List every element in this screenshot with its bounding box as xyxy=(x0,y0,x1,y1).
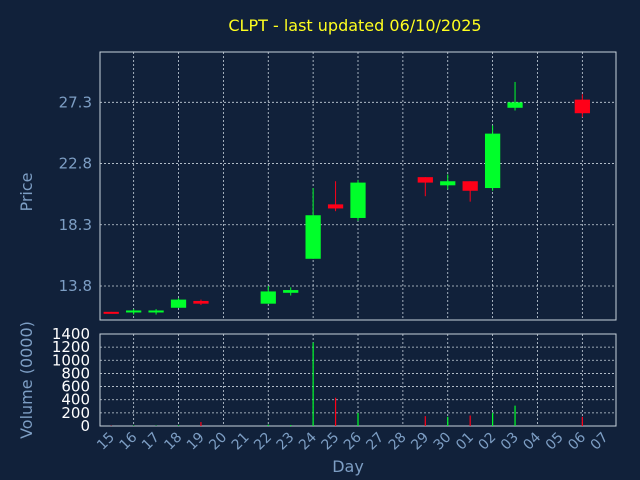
candle-body xyxy=(283,290,299,293)
volume-tick-label: 0 xyxy=(80,417,90,435)
price-tick-label: 18.3 xyxy=(59,216,92,234)
volume-tick-label: 200 xyxy=(61,404,90,422)
candle-body xyxy=(462,181,478,191)
price-axis-label: Price xyxy=(17,172,36,211)
volume-tick-label: 600 xyxy=(61,378,90,396)
candle-body xyxy=(170,299,187,308)
volume-tick-label: 800 xyxy=(61,364,90,382)
candle-body xyxy=(148,310,164,313)
candle-body xyxy=(574,99,590,114)
candle-body xyxy=(327,204,344,209)
candle-body xyxy=(350,182,366,218)
candle-body xyxy=(305,215,321,259)
chart-title: CLPT - last updated 06/10/2025 xyxy=(228,16,481,35)
candle-body xyxy=(260,291,276,304)
x-axis: 1516171819202122232425262728293001020304… xyxy=(94,429,611,453)
price-tick-label: 13.8 xyxy=(59,277,92,295)
volume-axis-label: Volume (0000) xyxy=(17,321,36,439)
price-plot-frame xyxy=(99,51,617,321)
volume-tick-label: 1400 xyxy=(52,325,90,343)
candle-body xyxy=(103,311,119,314)
price-panel: 13.8 18.3 22.8 27.3 xyxy=(59,51,617,321)
x-axis-label: Day xyxy=(332,457,364,476)
volume-tick-label: 1000 xyxy=(52,351,90,369)
candle-body xyxy=(126,310,142,313)
candle-body xyxy=(417,177,433,183)
candle-body xyxy=(440,181,456,186)
price-tick-label: 22.8 xyxy=(59,155,92,173)
price-tick-label: 27.3 xyxy=(59,93,92,111)
candle-body xyxy=(193,300,209,304)
volume-tick-label: 400 xyxy=(61,391,90,409)
volume-tick-label: 1200 xyxy=(52,338,90,356)
candle-body xyxy=(507,102,523,108)
candle-body xyxy=(484,133,501,189)
